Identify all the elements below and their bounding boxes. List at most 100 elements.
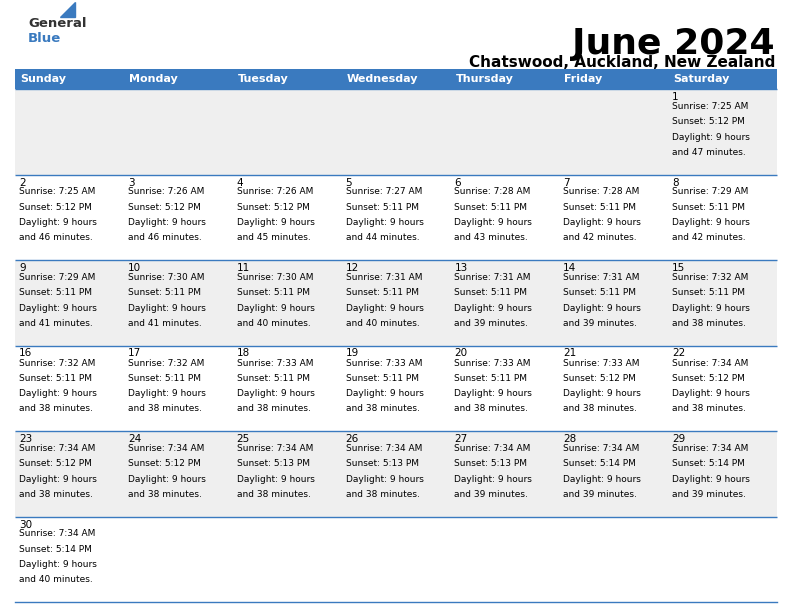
Text: Daylight: 9 hours: Daylight: 9 hours [19,218,97,227]
Text: 17: 17 [128,348,141,359]
Text: Blue: Blue [28,32,61,45]
Text: Sunset: 5:14 PM: Sunset: 5:14 PM [563,459,636,468]
Text: Sunset: 5:12 PM: Sunset: 5:12 PM [19,459,92,468]
Text: Daylight: 9 hours: Daylight: 9 hours [455,389,532,398]
Text: Daylight: 9 hours: Daylight: 9 hours [563,304,642,313]
Text: and 39 minutes.: and 39 minutes. [455,490,528,499]
Text: Daylight: 9 hours: Daylight: 9 hours [237,218,314,227]
Text: Sunset: 5:11 PM: Sunset: 5:11 PM [19,288,92,297]
Text: Sunrise: 7:34 AM: Sunrise: 7:34 AM [672,359,748,367]
Text: and 40 minutes.: and 40 minutes. [237,319,310,328]
Text: Daylight: 9 hours: Daylight: 9 hours [128,218,206,227]
Text: 9: 9 [19,263,25,273]
Text: Daylight: 9 hours: Daylight: 9 hours [672,474,750,483]
Bar [233,69,341,89]
Text: Thursday: Thursday [455,74,513,84]
Bar [124,69,233,89]
Text: 4: 4 [237,177,243,187]
Text: Sunrise: 7:34 AM: Sunrise: 7:34 AM [237,444,313,453]
Text: Sunrise: 7:30 AM: Sunrise: 7:30 AM [128,273,204,282]
Bar [15,346,777,431]
Text: 5: 5 [345,177,352,187]
Text: Sunrise: 7:32 AM: Sunrise: 7:32 AM [19,359,95,367]
Polygon shape [60,2,75,17]
Text: Sunrise: 7:34 AM: Sunrise: 7:34 AM [345,444,422,453]
Text: 13: 13 [455,263,468,273]
Bar [15,431,777,517]
Text: Daylight: 9 hours: Daylight: 9 hours [672,218,750,227]
Text: and 38 minutes.: and 38 minutes. [19,405,93,413]
Bar [15,69,124,89]
Bar [341,69,451,89]
Text: 14: 14 [563,263,577,273]
Text: Sunset: 5:13 PM: Sunset: 5:13 PM [237,459,310,468]
Text: Sunrise: 7:33 AM: Sunrise: 7:33 AM [563,359,640,367]
Text: Sunset: 5:14 PM: Sunset: 5:14 PM [672,459,745,468]
Text: 23: 23 [19,434,32,444]
Text: and 38 minutes.: and 38 minutes. [345,405,420,413]
Text: Sunset: 5:11 PM: Sunset: 5:11 PM [19,374,92,382]
Text: Sunrise: 7:33 AM: Sunrise: 7:33 AM [345,359,422,367]
Text: Sunrise: 7:30 AM: Sunrise: 7:30 AM [237,273,313,282]
Text: Daylight: 9 hours: Daylight: 9 hours [19,474,97,483]
Text: Daylight: 9 hours: Daylight: 9 hours [19,389,97,398]
Text: Sunset: 5:12 PM: Sunset: 5:12 PM [672,374,745,382]
Text: Daylight: 9 hours: Daylight: 9 hours [128,304,206,313]
Text: Daylight: 9 hours: Daylight: 9 hours [237,304,314,313]
Text: Sunrise: 7:34 AM: Sunrise: 7:34 AM [563,444,640,453]
Text: Daylight: 9 hours: Daylight: 9 hours [237,389,314,398]
Text: and 40 minutes.: and 40 minutes. [19,575,93,584]
Text: and 41 minutes.: and 41 minutes. [128,319,202,328]
Text: and 47 minutes.: and 47 minutes. [672,148,746,157]
Text: Sunset: 5:11 PM: Sunset: 5:11 PM [672,288,745,297]
Text: 16: 16 [19,348,32,359]
Text: 3: 3 [128,177,135,187]
Text: June 2024: June 2024 [573,27,775,61]
Text: Sunrise: 7:27 AM: Sunrise: 7:27 AM [345,187,422,196]
Text: 12: 12 [345,263,359,273]
Text: Daylight: 9 hours: Daylight: 9 hours [19,304,97,313]
Text: and 45 minutes.: and 45 minutes. [237,233,310,242]
Text: Sunset: 5:12 PM: Sunset: 5:12 PM [672,118,745,126]
Text: and 38 minutes.: and 38 minutes. [672,405,746,413]
Text: and 42 minutes.: and 42 minutes. [563,233,637,242]
Text: 24: 24 [128,434,141,444]
Text: Sunset: 5:12 PM: Sunset: 5:12 PM [128,459,200,468]
Bar [559,69,668,89]
Text: 2: 2 [19,177,25,187]
Text: and 38 minutes.: and 38 minutes. [128,405,202,413]
Text: and 44 minutes.: and 44 minutes. [345,233,419,242]
Text: Daylight: 9 hours: Daylight: 9 hours [563,474,642,483]
Text: Daylight: 9 hours: Daylight: 9 hours [237,474,314,483]
Text: Sunset: 5:11 PM: Sunset: 5:11 PM [345,288,418,297]
Text: and 43 minutes.: and 43 minutes. [455,233,528,242]
Text: Daylight: 9 hours: Daylight: 9 hours [455,474,532,483]
Text: Friday: Friday [564,74,603,84]
Text: Sunset: 5:11 PM: Sunset: 5:11 PM [345,374,418,382]
Text: and 38 minutes.: and 38 minutes. [345,490,420,499]
Text: and 46 minutes.: and 46 minutes. [19,233,93,242]
Text: and 40 minutes.: and 40 minutes. [345,319,419,328]
Text: Sunrise: 7:33 AM: Sunrise: 7:33 AM [237,359,313,367]
Text: and 46 minutes.: and 46 minutes. [128,233,202,242]
Text: 7: 7 [563,177,570,187]
Text: Daylight: 9 hours: Daylight: 9 hours [345,389,424,398]
Text: Daylight: 9 hours: Daylight: 9 hours [128,389,206,398]
Text: 22: 22 [672,348,685,359]
Text: Sunrise: 7:26 AM: Sunrise: 7:26 AM [237,187,313,196]
Text: Sunrise: 7:25 AM: Sunrise: 7:25 AM [19,187,95,196]
Bar [451,69,559,89]
Text: and 38 minutes.: and 38 minutes. [455,405,528,413]
Text: and 38 minutes.: and 38 minutes. [128,490,202,499]
Text: Sunrise: 7:34 AM: Sunrise: 7:34 AM [19,444,95,453]
Bar [668,69,777,89]
Text: Daylight: 9 hours: Daylight: 9 hours [563,218,642,227]
Text: Sunset: 5:12 PM: Sunset: 5:12 PM [237,203,310,212]
Text: Sunset: 5:12 PM: Sunset: 5:12 PM [19,203,92,212]
Bar [15,174,777,260]
Text: Sunrise: 7:34 AM: Sunrise: 7:34 AM [672,444,748,453]
Text: 1: 1 [672,92,679,102]
Text: Sunset: 5:12 PM: Sunset: 5:12 PM [563,374,636,382]
Text: Sunrise: 7:32 AM: Sunrise: 7:32 AM [128,359,204,367]
Bar [15,89,777,174]
